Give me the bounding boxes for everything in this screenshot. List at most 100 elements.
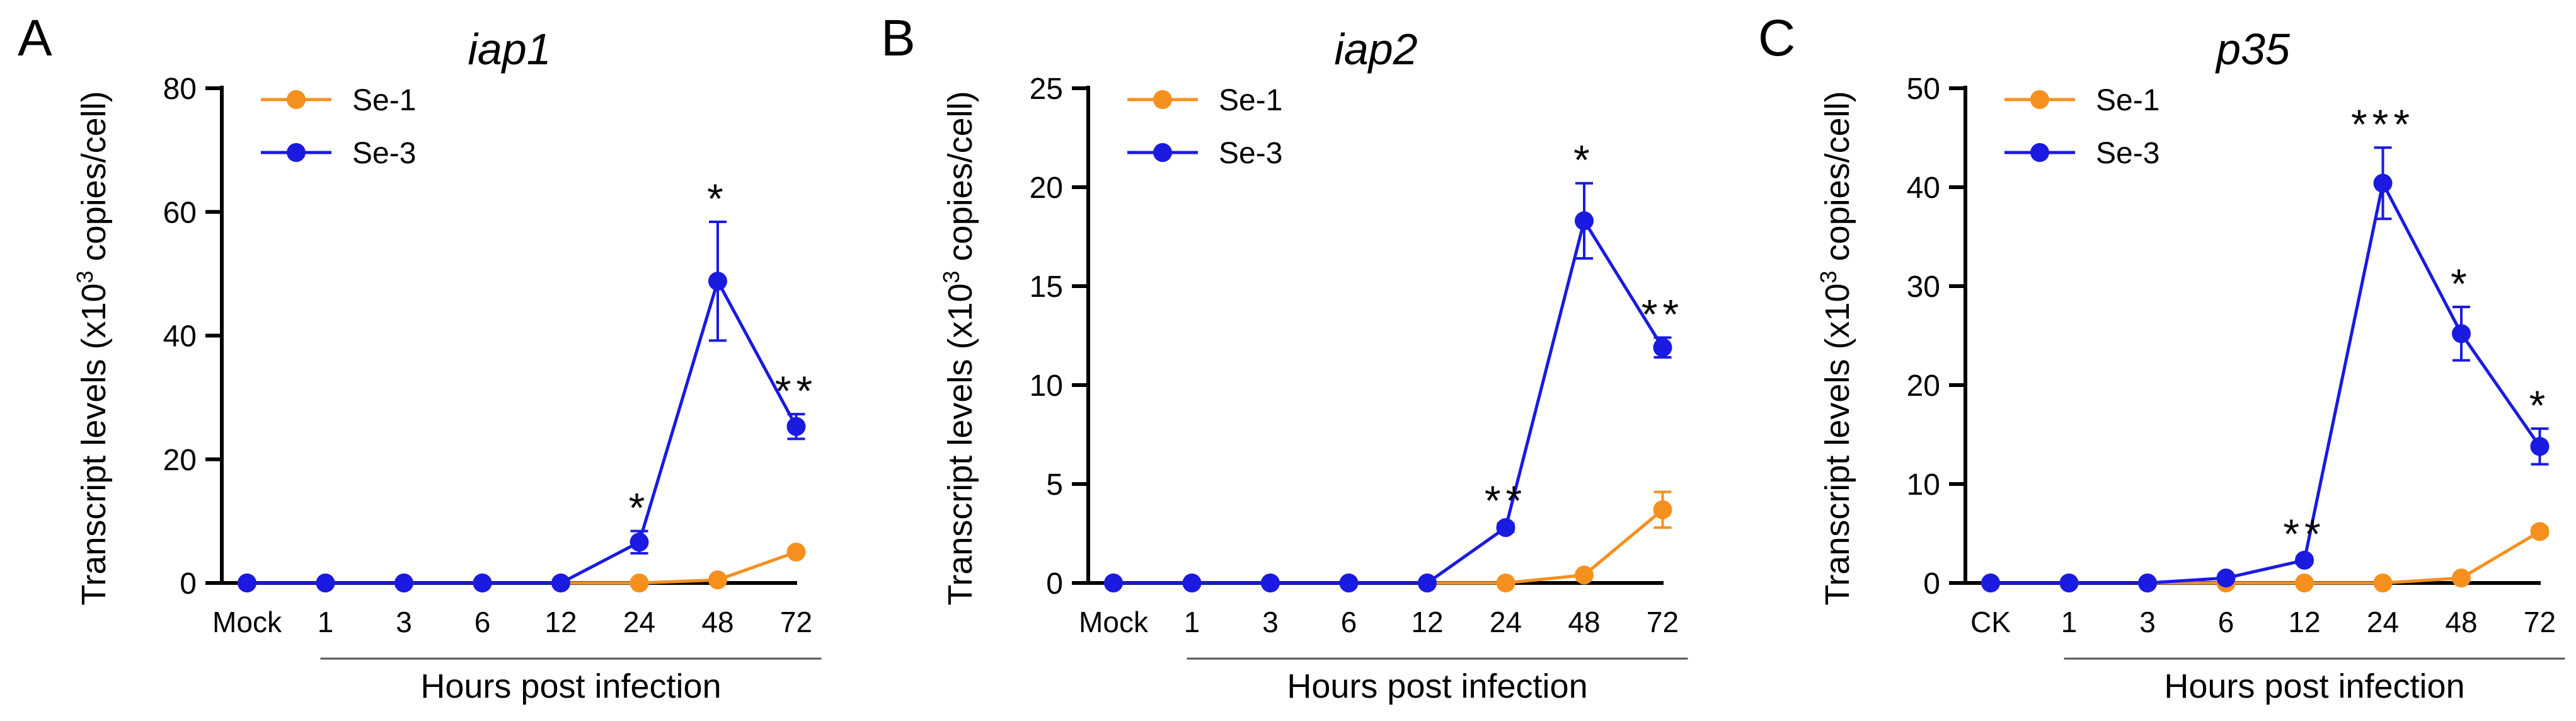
significance-label: *: [1573, 137, 1595, 183]
data-point: [630, 533, 649, 552]
legend-marker: [2030, 143, 2049, 162]
y-axis-label-part: Transcript levels (x10: [941, 283, 979, 605]
y-tick-label: 20: [1030, 171, 1063, 205]
data-point: [2216, 568, 2236, 588]
x-tick-label: 6: [1341, 606, 1357, 638]
x-tick-label: 6: [2218, 606, 2234, 638]
data-point: [786, 542, 806, 562]
data-point: [2452, 324, 2471, 343]
x-tick-label: 3: [396, 606, 412, 638]
data-point: [786, 417, 806, 436]
data-point: [394, 574, 413, 592]
data-point: [2138, 574, 2157, 592]
data-point: [1496, 518, 1515, 538]
legend-item-se-3: Se-3: [1127, 137, 1282, 170]
y-axis-label-part: Transcript levels (x10: [1819, 283, 1856, 605]
legend-marker: [287, 90, 306, 109]
legend-label: Se-1: [2096, 84, 2159, 117]
legend-label: Se-3: [352, 137, 416, 170]
y-axis-label: Transcript levels (x103 copies/cell): [72, 91, 113, 605]
y-tick-label: 5: [1046, 468, 1063, 502]
y-tick-label: 10: [1907, 468, 1940, 502]
legend-label: Se-1: [1219, 84, 1282, 117]
series-line: [1991, 178, 2541, 585]
data-point: [1182, 574, 1202, 592]
series-line: [1113, 217, 1664, 585]
legend-item-se-1: Se-1: [1127, 84, 1282, 117]
x-tick-label: 3: [2139, 606, 2156, 638]
y-axis-label-sup: 3: [938, 270, 964, 283]
data-point: [708, 570, 727, 590]
x-tick-label: 48: [701, 606, 733, 638]
series-line: [247, 277, 798, 585]
series-se-3: [1981, 146, 2550, 592]
data-point: [2373, 173, 2393, 193]
chart-title: p35: [2215, 25, 2291, 74]
legend-item-se-1: Se-1: [2004, 84, 2159, 117]
data-point: [2452, 568, 2471, 588]
x-tick-label: 24: [2367, 606, 2399, 638]
legend-item-se-1: Se-1: [261, 84, 416, 117]
y-tick-label: 80: [163, 72, 197, 106]
data-point: [1496, 574, 1515, 592]
legend-marker: [2030, 90, 2049, 109]
legend-label: Se-3: [1219, 137, 1282, 170]
panel-letter: B: [881, 9, 916, 67]
x-axis-label: Hours post infection: [420, 667, 721, 705]
legend-marker: [1153, 90, 1172, 109]
y-tick-label: 15: [1030, 270, 1063, 304]
significance-label: *: [707, 175, 728, 222]
data-point: [1981, 574, 2000, 592]
y-tick-label: 0: [1046, 567, 1063, 601]
y-axis-label-part: copies/cell): [75, 91, 113, 270]
y-tick-label: 0: [1923, 567, 1940, 601]
y-tick-label: 30: [1907, 270, 1940, 304]
y-tick-label: 50: [1907, 72, 1940, 106]
y-tick-label: 40: [163, 320, 197, 354]
data-point: [1261, 574, 1280, 592]
significance-label: *: [2529, 382, 2551, 429]
data-point: [1418, 574, 1437, 592]
data-point: [551, 574, 570, 592]
legend-marker: [1153, 143, 1172, 162]
series-se-3: [238, 220, 806, 592]
y-tick-label: 40: [1907, 171, 1940, 205]
y-tick-label: 60: [163, 196, 197, 229]
data-point: [2530, 437, 2550, 456]
y-tick-label: 10: [1030, 369, 1063, 403]
x-axis-label: Hours post infection: [1287, 667, 1587, 705]
legend-item-se-3: Se-3: [261, 137, 416, 170]
significance-label: **: [2283, 510, 2325, 557]
y-axis-label-part: copies/cell): [941, 91, 979, 270]
x-tick-label: 72: [1647, 606, 1679, 638]
legend-label: Se-1: [352, 84, 416, 117]
data-point: [1339, 574, 1359, 592]
significance-label: *: [2451, 260, 2472, 307]
x-tick-label: CK: [1970, 606, 2011, 638]
data-point: [2295, 550, 2314, 570]
x-tick-label: 48: [2445, 606, 2477, 638]
data-point: [2295, 574, 2314, 592]
data-point: [473, 574, 492, 592]
y-axis-label-sup: 3: [1815, 270, 1841, 283]
y-axis-label-part: copies/cell): [1819, 91, 1856, 270]
significance-label: **: [1642, 291, 1684, 338]
x-tick-label: 3: [1262, 606, 1279, 638]
legend-label: Se-3: [2096, 137, 2159, 170]
significance-label: *: [629, 485, 650, 531]
data-point: [1653, 500, 1672, 519]
data-point: [1575, 211, 1594, 231]
data-point: [2059, 574, 2079, 592]
x-tick-label: Mock: [1079, 606, 1149, 638]
x-tick-label: 24: [623, 606, 655, 638]
data-point: [1575, 565, 1594, 585]
chart-title: iap1: [468, 25, 551, 74]
panel-letter: C: [1758, 9, 1795, 67]
x-tick-label: 1: [318, 606, 334, 638]
x-tick-label: 6: [474, 606, 491, 638]
x-tick-label: Mock: [212, 606, 282, 638]
x-tick-label: 24: [1490, 606, 1522, 638]
